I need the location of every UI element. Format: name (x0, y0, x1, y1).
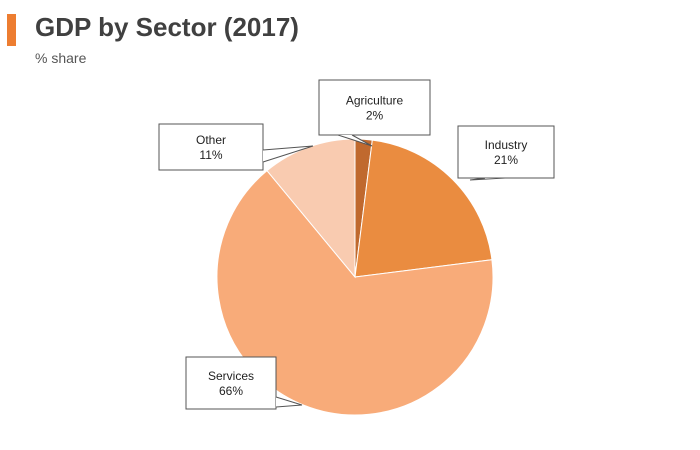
pie-slice-services (216, 169, 494, 416)
slice-value-label: 66% (219, 384, 243, 398)
callout-pointer (337, 134, 373, 147)
pie-slice-industry (354, 139, 493, 278)
callout-pointer (275, 396, 303, 408)
slice-value-label: 21% (494, 153, 518, 167)
callout-box (158, 123, 264, 171)
slice-name-label: Industry (485, 138, 528, 152)
slice-value-label: 2% (366, 109, 384, 123)
callout-box (457, 125, 555, 179)
slice-name-label: Other (196, 133, 226, 147)
chart-subtitle: % share (35, 50, 87, 66)
slice-value-label: 11% (199, 148, 222, 162)
slice-name-label: Services (208, 369, 254, 383)
callout-pointer (469, 177, 506, 181)
callout-pointer (262, 145, 314, 163)
callout-box (318, 79, 431, 136)
callout-box (185, 356, 277, 410)
chart-title: GDP by Sector (2017) (35, 12, 299, 42)
slice-name-label: Agriculture (346, 94, 404, 108)
title-accent-bar (7, 14, 16, 46)
